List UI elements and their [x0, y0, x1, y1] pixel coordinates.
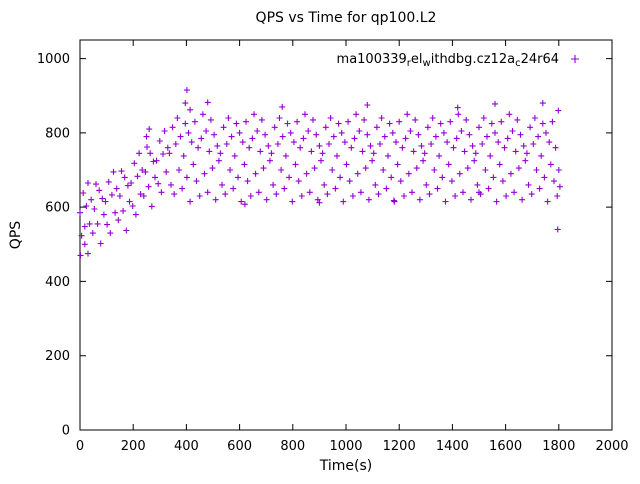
y-tick-labels: 0 200 400 600 800 1000 — [37, 52, 70, 438]
x-tick-label: 1200 — [383, 439, 416, 454]
chart-title: QPS vs Time for qp100.L2 — [256, 10, 437, 26]
x-tick-label: 600 — [227, 439, 252, 454]
x-tick-labels: 0 200 400 600 800 1000 1200 1400 1600 1800 2000 — [76, 439, 629, 454]
legend-label: ma100339relwithdbg.cz12ac24r64 — [337, 52, 559, 69]
legend-plus-marker-icon — [571, 55, 579, 63]
x-tick-label: 400 — [174, 439, 199, 454]
x-tick-label: 1600 — [489, 439, 522, 454]
y-axis-label: QPS — [8, 221, 24, 249]
x-tick-label: 800 — [280, 439, 305, 454]
x-axis-label: Time(s) — [319, 458, 372, 474]
y-tick-label: 200 — [45, 349, 70, 364]
plot-border — [79, 39, 613, 431]
scatter-point-markers — [77, 87, 563, 259]
axis-ticks — [79, 40, 613, 431]
x-tick-label: 200 — [121, 439, 146, 454]
scatter-points — [77, 87, 563, 259]
x-tick-label: 1800 — [542, 439, 575, 454]
x-tick-label: 2000 — [595, 439, 628, 454]
x-tick-label: 0 — [76, 439, 84, 454]
y-tick-label: 600 — [45, 201, 70, 216]
y-tick-label: 1000 — [37, 52, 70, 67]
x-tick-label: 1400 — [436, 439, 469, 454]
y-tick-label: 800 — [45, 126, 70, 141]
y-tick-label: 0 — [62, 424, 70, 439]
y-tick-label: 400 — [45, 275, 70, 290]
x-tick-label: 1000 — [329, 439, 362, 454]
